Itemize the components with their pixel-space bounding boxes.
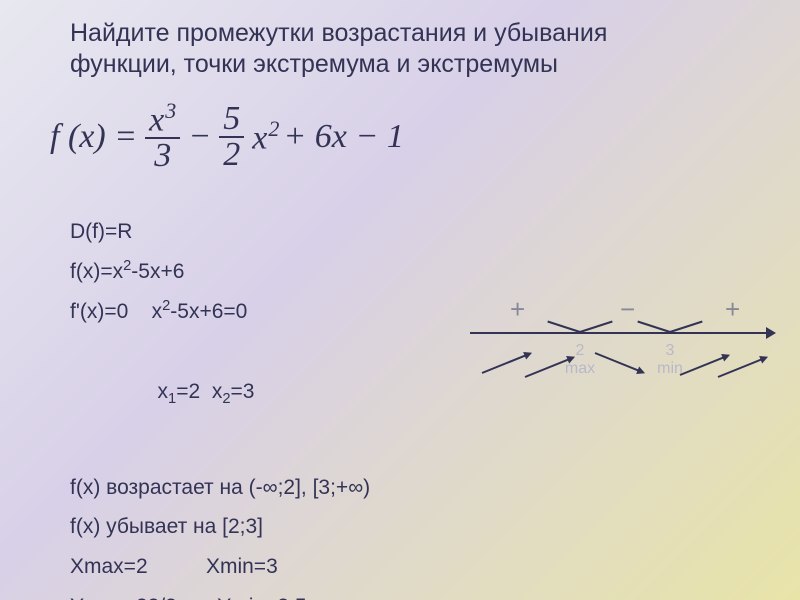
formula-minus-1: − — [188, 118, 211, 156]
main-formula: f (x) = x3 3 − 5 2 x2 + 6x − 1 — [50, 100, 404, 173]
sign-diagram: +−+2max3min — [470, 280, 770, 420]
s4-pre: x — [93, 380, 168, 403]
s3-post: -5x+6=0 — [170, 300, 247, 323]
s2-pre: f(x)=x — [70, 260, 123, 283]
s4-post: =3 — [231, 380, 255, 403]
formula-x2-exp: 2 — [268, 116, 279, 141]
formula-lhs: f (x) = — [50, 118, 137, 156]
step-spacer — [70, 454, 370, 468]
trend-arrow-icon — [482, 353, 531, 374]
s4-mid: =2 x — [176, 380, 222, 403]
step-increasing: f(x) возрастает на (-∞;2], [3;+∞) — [70, 468, 370, 508]
sign-symbol: + — [725, 294, 740, 325]
title-line-2: функции, точки экстремума и экстремумы — [70, 50, 558, 78]
step-yextrema: Ymax=32/3 Ymin=3,5 — [70, 587, 370, 600]
frac2-den: 2 — [219, 138, 244, 172]
formula-tail: + 6x − 1 — [283, 118, 403, 156]
frac1-den: 3 — [150, 139, 175, 173]
step-derivative: f(x)=x2-5x+6 — [70, 252, 370, 292]
number-line-arrowhead — [766, 327, 776, 339]
title-line-1: Найдите промежутки возрастания и убывани… — [70, 19, 607, 47]
s4-sub2: 2 — [222, 391, 230, 407]
trend-arrow-icon — [595, 352, 644, 373]
s3-pre: f'(x)=0 x — [70, 300, 162, 323]
formula-frac-1: x3 3 — [145, 100, 180, 173]
frac1-num-exp: 3 — [165, 98, 176, 123]
formula-x2-base: x — [252, 119, 267, 156]
solution-steps: D(f)=R f(x)=x2-5x+6 f'(x)=0 x2-5x+6=0 x1… — [70, 212, 370, 600]
sign-symbol: − — [620, 294, 635, 325]
step-xextrema: Xmax=2 Xmin=3 — [70, 547, 370, 587]
s4-sub1: 1 — [168, 391, 176, 407]
step-domain: D(f)=R — [70, 212, 370, 252]
formula-frac-2: 5 2 — [219, 102, 244, 172]
s2-post: -5x+6 — [131, 260, 184, 283]
frac2-num: 5 — [219, 102, 244, 138]
frac1-num-base: x — [149, 101, 164, 138]
sign-symbol: + — [510, 294, 525, 325]
step-roots: x1=2 x2=3 — [70, 332, 370, 454]
frac1-num: x3 — [145, 100, 180, 139]
step-decreasing: f(x) убывает на [2;3] — [70, 507, 370, 547]
number-line — [470, 332, 770, 334]
step-eq-zero: f'(x)=0 x2-5x+6=0 — [70, 292, 370, 332]
slide-title: Найдите промежутки возрастания и убывани… — [70, 18, 750, 81]
formula-x2: x2 — [252, 116, 279, 157]
